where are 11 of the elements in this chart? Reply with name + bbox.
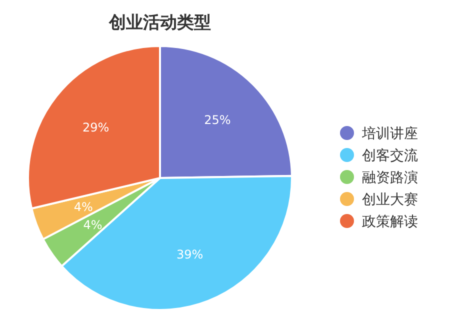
data-label: 29% [82, 120, 110, 134]
data-label: 25% [204, 112, 231, 127]
legend-label: 创业大赛 [362, 192, 418, 208]
legend-label: 融资路演 [362, 170, 418, 186]
legend-label: 创客交流 [362, 148, 418, 164]
data-label: 4% [74, 200, 93, 214]
chart-title: 创业活动类型 [108, 13, 211, 33]
legend-label: 政策解读 [362, 214, 418, 230]
data-label: 39% [176, 247, 204, 262]
data-label: 4% [83, 218, 102, 232]
legend-label: 培训讲座 [361, 126, 418, 142]
